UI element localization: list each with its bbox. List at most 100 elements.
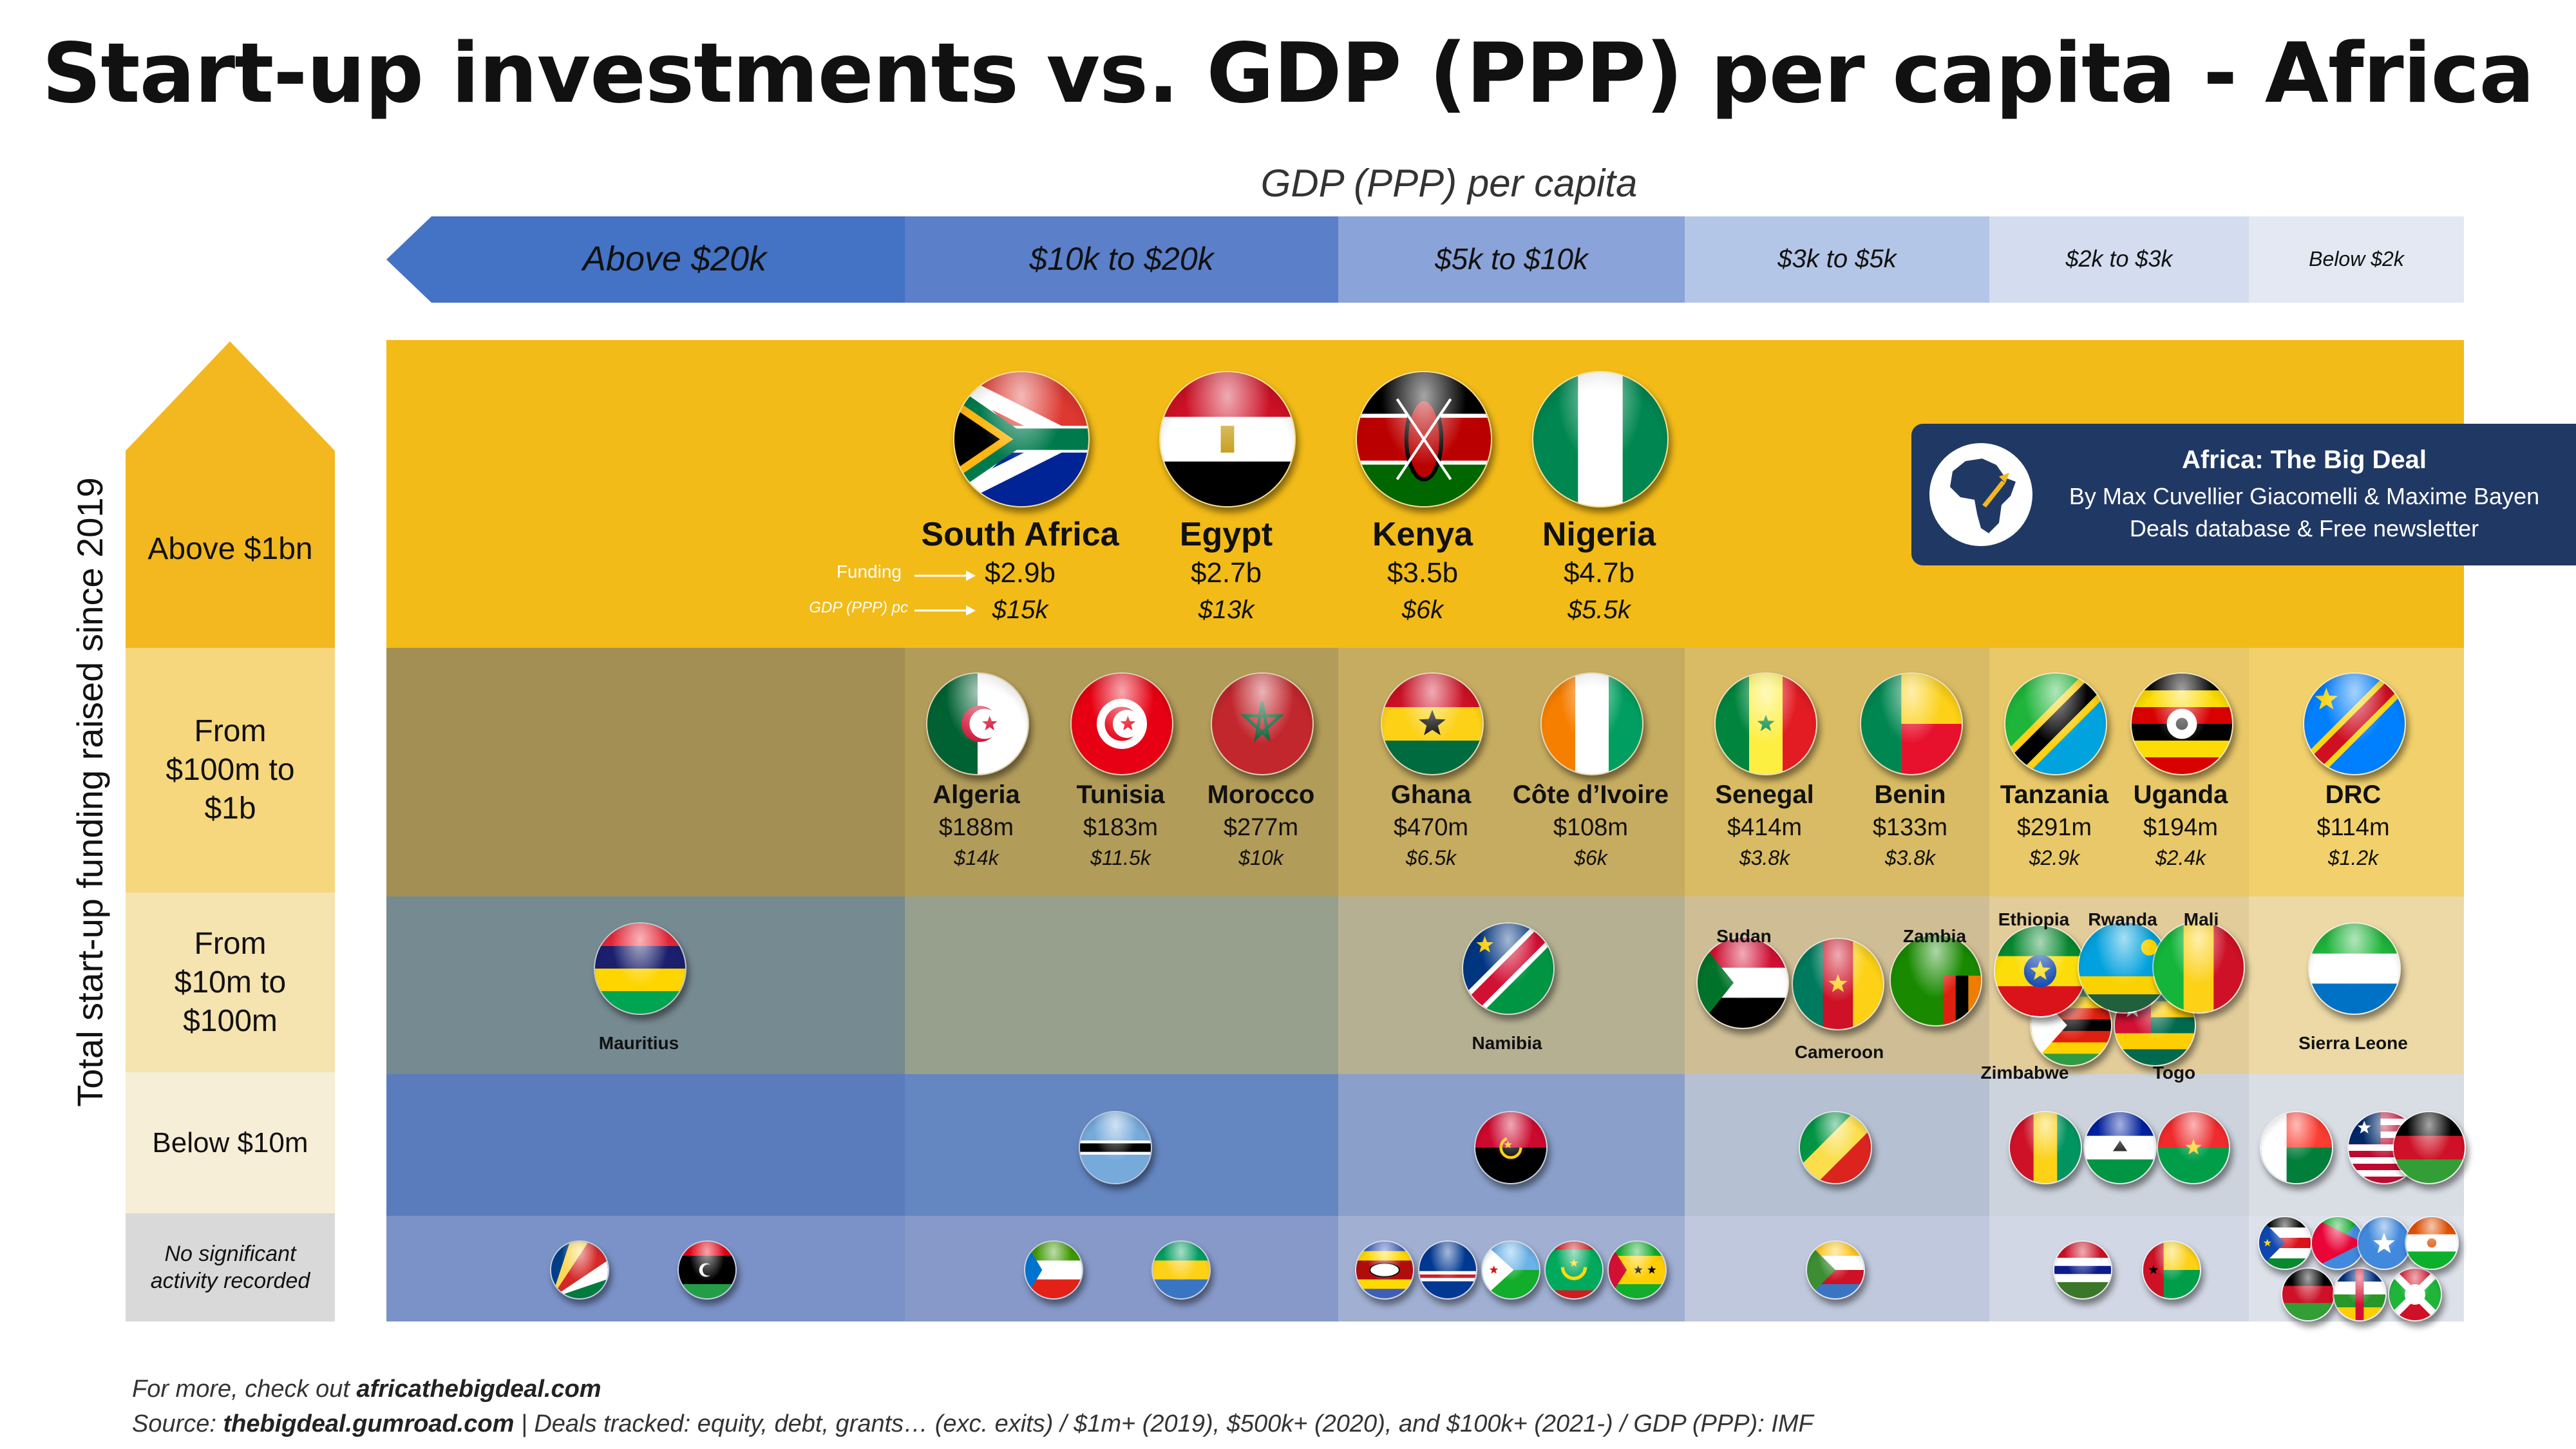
flag-egypt-icon — [1159, 371, 1296, 507]
country-funding: $291m — [2016, 814, 2092, 841]
flag-cape-verde-icon — [1418, 1240, 1477, 1300]
col-header-2k-3k: $2k to $3k — [2065, 245, 2173, 272]
flag-malawi-icon — [2281, 1267, 2335, 1321]
country-label: Zimbabwe — [1980, 1063, 2069, 1083]
footer-prefix: For more, check out — [132, 1376, 357, 1403]
flag-mauritania-icon — [1544, 1240, 1604, 1300]
country-funding: $188m — [938, 814, 1014, 841]
brand-box[interactable]: Africa: The Big Deal By Max Cuvellier Gi… — [1911, 424, 2576, 565]
country-name: Senegal — [1715, 781, 1814, 809]
country-funding: $114m — [2316, 814, 2390, 841]
flag-niger-icon — [2405, 1216, 2459, 1270]
flag-algeria-icon — [926, 672, 1029, 775]
flag-seychelles-icon — [550, 1240, 609, 1300]
flag-angola-icon — [1474, 1111, 1548, 1184]
grid-cell — [386, 1074, 905, 1216]
flag-eswatini-icon — [1355, 1240, 1414, 1300]
footer-source-prefix: Source: — [132, 1410, 223, 1437]
flag-burkina-faso-icon — [2157, 1111, 2230, 1184]
flag-djibouti-icon — [1481, 1240, 1540, 1300]
grid-cell — [905, 896, 1338, 1074]
flag-libya-icon — [677, 1240, 737, 1300]
footer-link-gumroad[interactable]: thebigdeal.gumroad.com — [223, 1410, 515, 1437]
country-name: Morocco — [1207, 781, 1315, 809]
country-funding: $3.5b — [1387, 557, 1459, 589]
country-label: Mali — [2183, 909, 2219, 929]
legend-gdp-arrow — [914, 605, 976, 616]
flag-morocco-icon — [1211, 672, 1314, 775]
country-name: Côte d’Ivoire — [1512, 781, 1669, 809]
flag-sao-tome-icon — [1607, 1240, 1667, 1300]
country-funding: $414m — [1727, 814, 1803, 841]
country-funding: $194m — [2143, 814, 2219, 841]
brand-title: Africa: The Big Deal — [2181, 446, 2427, 474]
flag-sudan-icon — [1696, 936, 1789, 1029]
y-axis: Total start-up funding raised since 2019 — [64, 341, 116, 1243]
country-gdp: $6k — [1401, 596, 1444, 624]
flag-eritrea-icon — [2311, 1216, 2365, 1270]
country-gdp: $1.2k — [2327, 846, 2379, 869]
flag-congo-icon — [1799, 1111, 1872, 1184]
flag-botswana-icon — [1079, 1111, 1152, 1184]
row-label-above-1bn: Above $1bn — [147, 532, 313, 566]
flag-gambia-icon — [2053, 1240, 2112, 1300]
country-name: South Africa — [921, 516, 1119, 553]
brand-subline: Deals database & Free newsletter — [2129, 515, 2479, 542]
footer-link-site[interactable]: africathebigdeal.com — [356, 1376, 601, 1403]
grid-cell — [386, 648, 905, 896]
row-label-10m-100m: From $10m to $100m — [174, 926, 287, 1038]
country-funding: $2.9b — [984, 557, 1056, 589]
row-label-100m-1b: From $100m to $1b — [166, 714, 295, 826]
grid-cell — [905, 1216, 1338, 1321]
flag-comoros-icon — [1806, 1240, 1865, 1300]
flag-cameroon-icon — [1792, 938, 1884, 1030]
footer-line-1: For more, check out africathebigdeal.com — [132, 1376, 601, 1403]
flag-guinea-bissau-icon — [2142, 1240, 2201, 1300]
country-gdp: $14k — [954, 846, 999, 869]
country-label: Rwanda — [2088, 909, 2157, 929]
gdp-header-arrow — [386, 216, 2464, 303]
country-name: Tanzania — [2000, 781, 2109, 809]
row-label-no-activity: No significant activity recorded — [150, 1241, 310, 1294]
country-gdp: $2.4k — [2155, 846, 2206, 869]
country-gdp: $13k — [1198, 596, 1255, 624]
flag-cote-divoire-icon — [1540, 672, 1643, 775]
country-gdp: $6k — [1574, 846, 1607, 869]
country-gdp: $10k — [1238, 846, 1283, 869]
col-header-10k-20k: $10k to $20k — [1029, 241, 1214, 277]
country-label: Ethiopia — [1998, 909, 2070, 929]
country-funding: $183m — [1083, 814, 1159, 841]
flag-lesotho-icon — [2083, 1111, 2157, 1184]
country-gdp: $6.5k — [1405, 846, 1457, 869]
gdp-axis-title: GDP (PPP) per capita — [1260, 162, 1638, 205]
flag-zambia-icon — [1889, 934, 1982, 1027]
brand-byline: By Max Cuvellier Giacomelli & Maxime Bay… — [2069, 483, 2540, 509]
flag-senegal-icon — [1714, 672, 1817, 775]
country-label: Cameroon — [1794, 1042, 1884, 1062]
page-title: Start-up investments vs. GDP (PPP) per c… — [42, 26, 2535, 122]
flag-ghana-icon — [1381, 672, 1484, 775]
country-label: Zambia — [1902, 926, 1967, 946]
col-header-5k-10k: $5k to $10k — [1435, 242, 1588, 276]
country-gdp: $5.5k — [1567, 596, 1631, 624]
flag-south-africa-icon — [953, 371, 1090, 507]
country-label: Togo — [2152, 1063, 2196, 1083]
flag-benin-icon — [1860, 672, 1963, 775]
y-axis-title: Total start-up funding raised since 2019 — [70, 477, 110, 1107]
country-name: DRC — [2325, 781, 2382, 809]
country-gdp: $11.5k — [1090, 846, 1151, 869]
flag-madagascar-icon — [2260, 1111, 2333, 1184]
grid-cell — [1989, 1216, 2249, 1321]
flag-burundi-icon — [2388, 1267, 2442, 1321]
country-gdp: $2.9k — [2029, 846, 2080, 869]
country-funding: $470m — [1393, 814, 1469, 841]
legend-funding: Funding — [836, 562, 902, 582]
country-funding: $4.7b — [1563, 557, 1635, 589]
col-header-3k-5k: $3k to $5k — [1777, 244, 1897, 273]
country-funding: $2.7b — [1190, 557, 1262, 589]
row-label-below-10m: Below $10m — [152, 1127, 308, 1159]
flag-somalia-icon — [2357, 1216, 2411, 1270]
flag-kenya-icon — [1356, 371, 1492, 507]
flag-uganda-icon — [2130, 672, 2233, 775]
